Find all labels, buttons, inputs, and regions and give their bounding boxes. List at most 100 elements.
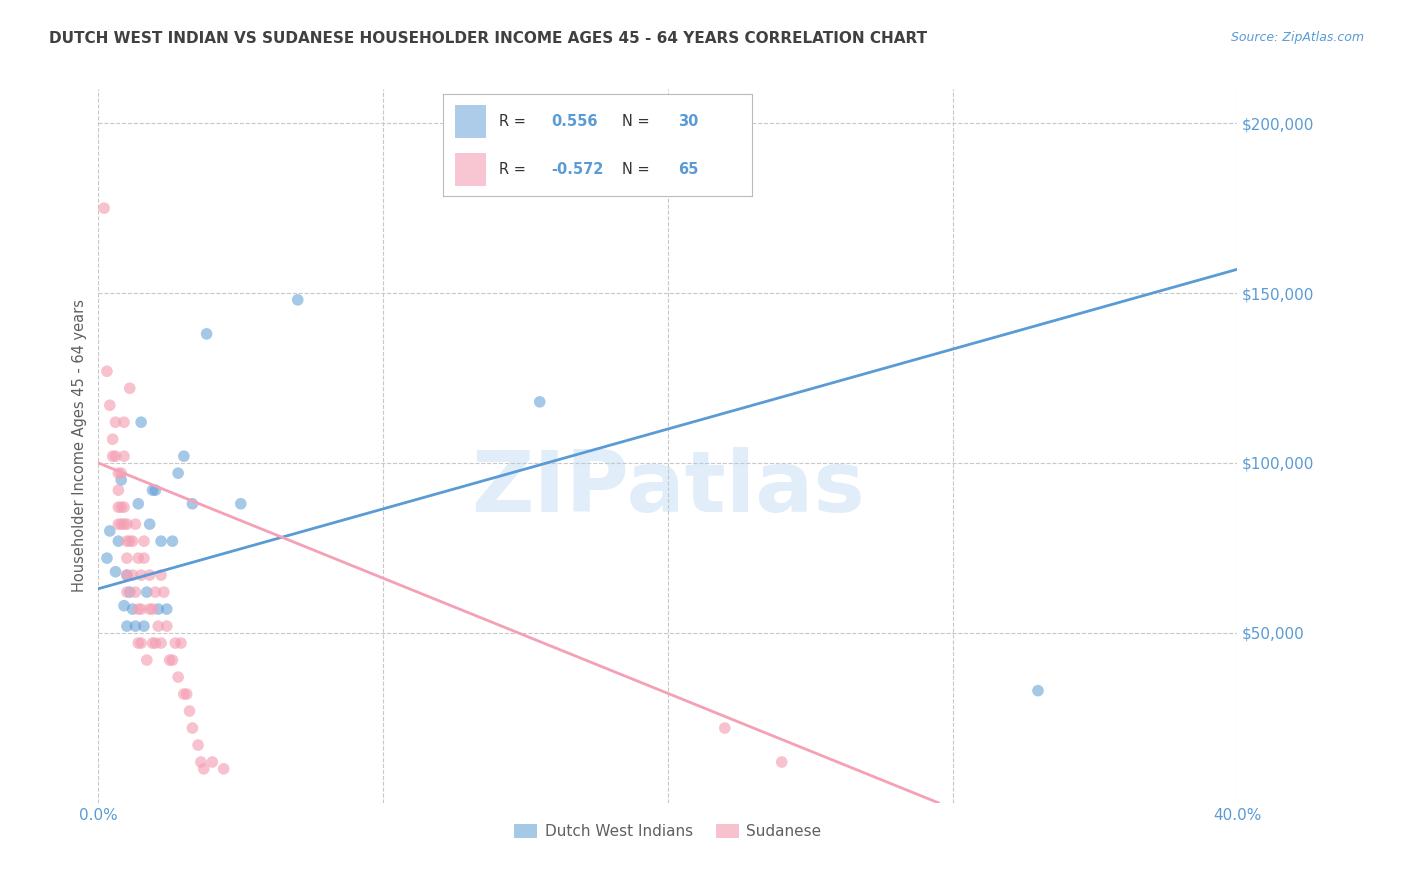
Point bbox=[115, 517, 138, 532]
Point bbox=[115, 568, 138, 582]
Point bbox=[229, 497, 252, 511]
Point bbox=[104, 449, 127, 463]
Text: R =: R = bbox=[499, 114, 530, 128]
Point bbox=[107, 466, 129, 480]
Point bbox=[141, 602, 163, 616]
Legend: Dutch West Indians, Sudanese: Dutch West Indians, Sudanese bbox=[508, 818, 828, 845]
Point bbox=[170, 636, 193, 650]
Point bbox=[141, 636, 163, 650]
Text: Source: ZipAtlas.com: Source: ZipAtlas.com bbox=[1230, 31, 1364, 45]
Point bbox=[770, 755, 793, 769]
Point bbox=[135, 585, 157, 599]
Text: N =: N = bbox=[623, 114, 655, 128]
Point bbox=[181, 497, 204, 511]
Point bbox=[98, 524, 121, 538]
Point bbox=[150, 636, 173, 650]
Point bbox=[173, 687, 195, 701]
Point bbox=[141, 483, 163, 498]
Point bbox=[110, 500, 132, 515]
Point bbox=[115, 534, 138, 549]
Point bbox=[127, 602, 149, 616]
Point bbox=[138, 517, 160, 532]
Point bbox=[96, 551, 118, 566]
Point bbox=[135, 653, 157, 667]
Point bbox=[127, 636, 149, 650]
Bar bbox=[456, 153, 486, 186]
Point bbox=[121, 568, 143, 582]
Point bbox=[129, 636, 152, 650]
Point bbox=[287, 293, 309, 307]
Point bbox=[529, 394, 551, 409]
Point bbox=[148, 602, 170, 616]
Point bbox=[195, 326, 218, 341]
Point bbox=[127, 551, 149, 566]
Point bbox=[121, 602, 143, 616]
Point bbox=[150, 534, 173, 549]
Point bbox=[129, 568, 152, 582]
Y-axis label: Householder Income Ages 45 - 64 years: Householder Income Ages 45 - 64 years bbox=[72, 300, 87, 592]
Point bbox=[124, 517, 146, 532]
Point bbox=[112, 415, 135, 429]
Point bbox=[118, 585, 141, 599]
Point bbox=[118, 534, 141, 549]
Point bbox=[104, 415, 127, 429]
Point bbox=[714, 721, 737, 735]
Point bbox=[115, 585, 138, 599]
Text: -0.572: -0.572 bbox=[551, 162, 603, 178]
Point bbox=[121, 534, 143, 549]
Point bbox=[107, 500, 129, 515]
Point bbox=[132, 534, 155, 549]
Point bbox=[132, 619, 155, 633]
Point bbox=[124, 619, 146, 633]
Point bbox=[107, 483, 129, 498]
Point bbox=[150, 568, 173, 582]
Point bbox=[190, 755, 212, 769]
Point bbox=[173, 449, 195, 463]
Text: ZIPatlas: ZIPatlas bbox=[471, 447, 865, 531]
Point bbox=[193, 762, 215, 776]
Text: 65: 65 bbox=[678, 162, 699, 178]
Point bbox=[176, 687, 198, 701]
Point bbox=[127, 497, 149, 511]
Point bbox=[96, 364, 118, 378]
Point bbox=[107, 534, 129, 549]
Text: 0.556: 0.556 bbox=[551, 114, 598, 128]
Point bbox=[110, 473, 132, 487]
Text: R =: R = bbox=[499, 162, 530, 178]
Point bbox=[129, 602, 152, 616]
Point bbox=[110, 466, 132, 480]
Point bbox=[115, 568, 138, 582]
Point bbox=[1026, 683, 1049, 698]
Point bbox=[138, 602, 160, 616]
Point bbox=[165, 636, 187, 650]
Point bbox=[132, 551, 155, 566]
Point bbox=[101, 449, 124, 463]
Point bbox=[148, 619, 170, 633]
Point bbox=[156, 619, 179, 633]
Point bbox=[115, 619, 138, 633]
Point bbox=[145, 636, 167, 650]
Text: N =: N = bbox=[623, 162, 655, 178]
Point bbox=[112, 599, 135, 613]
Point bbox=[110, 517, 132, 532]
Point bbox=[93, 201, 115, 215]
Point bbox=[98, 398, 121, 412]
Point bbox=[138, 568, 160, 582]
Point bbox=[112, 449, 135, 463]
Point bbox=[107, 517, 129, 532]
Point bbox=[145, 483, 167, 498]
Point bbox=[167, 466, 190, 480]
Point bbox=[187, 738, 209, 752]
Point bbox=[115, 551, 138, 566]
Bar bbox=[456, 105, 486, 137]
Point bbox=[179, 704, 201, 718]
Point bbox=[101, 432, 124, 446]
Point bbox=[181, 721, 204, 735]
Point bbox=[124, 585, 146, 599]
Point bbox=[162, 653, 184, 667]
Point bbox=[145, 585, 167, 599]
Point bbox=[112, 517, 135, 532]
Text: 30: 30 bbox=[678, 114, 699, 128]
Point bbox=[162, 534, 184, 549]
Point bbox=[167, 670, 190, 684]
